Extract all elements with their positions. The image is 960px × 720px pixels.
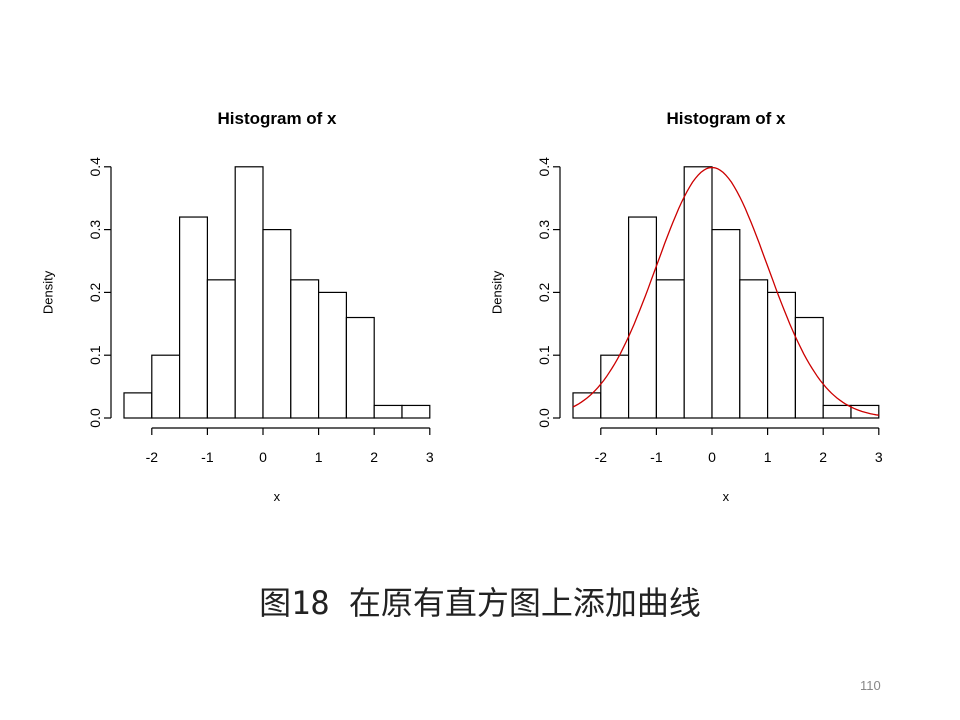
x-tick-label: 0 <box>259 449 267 465</box>
x-tick-label: 2 <box>370 449 378 465</box>
histogram-bar <box>822 404 852 419</box>
y-tick-label: 0.0 <box>536 408 552 428</box>
y-tick-label: 0.3 <box>87 220 103 240</box>
histogram-bar <box>627 216 657 419</box>
x-tick-label: 1 <box>764 449 772 465</box>
histogram-bar <box>655 279 685 419</box>
y-axis-label: Density <box>490 270 505 314</box>
chart-title: Histogram of x <box>217 109 337 128</box>
x-tick-label: 0 <box>708 449 716 465</box>
histogram-bar <box>572 392 602 419</box>
x-axis-label: x <box>274 489 281 504</box>
page-number: 110 <box>860 678 881 693</box>
y-tick-label: 0.2 <box>87 282 103 302</box>
histogram-bar <box>318 291 348 419</box>
x-tick-label: -1 <box>201 449 214 465</box>
x-tick-label: -1 <box>650 449 663 465</box>
histogram-bar <box>345 316 375 419</box>
y-tick-label: 0.4 <box>536 157 552 177</box>
x-axis-label: x <box>723 489 730 504</box>
histogram-bar <box>683 166 713 419</box>
histogram-bar <box>739 279 769 419</box>
chart-title: Histogram of x <box>666 109 786 128</box>
x-tick-label: 1 <box>315 449 323 465</box>
histogram-bar <box>234 166 264 419</box>
normal-density-curve <box>572 166 879 416</box>
histogram-bar <box>262 229 292 419</box>
histogram-bar <box>711 229 741 419</box>
y-tick-label: 0.1 <box>87 345 103 365</box>
x-tick-label: 3 <box>875 449 883 465</box>
y-tick-label: 0.3 <box>536 220 552 240</box>
histogram-bar <box>151 354 181 419</box>
y-axis-label: Density <box>41 270 56 314</box>
histogram-bar <box>290 279 320 419</box>
histogram-bar <box>794 316 824 419</box>
histogram-bar <box>766 291 796 419</box>
x-tick-label: 3 <box>426 449 434 465</box>
figure-caption: 图18 在原有直方图上添加曲线 <box>259 584 701 622</box>
y-tick-label: 0.0 <box>87 408 103 428</box>
y-tick-label: 0.2 <box>536 282 552 302</box>
y-tick-label: 0.4 <box>87 157 103 177</box>
x-tick-label: 2 <box>819 449 827 465</box>
x-tick-label: -2 <box>146 449 159 465</box>
x-tick-label: -2 <box>595 449 608 465</box>
histogram-bar <box>401 404 431 419</box>
y-tick-label: 0.1 <box>536 345 552 365</box>
